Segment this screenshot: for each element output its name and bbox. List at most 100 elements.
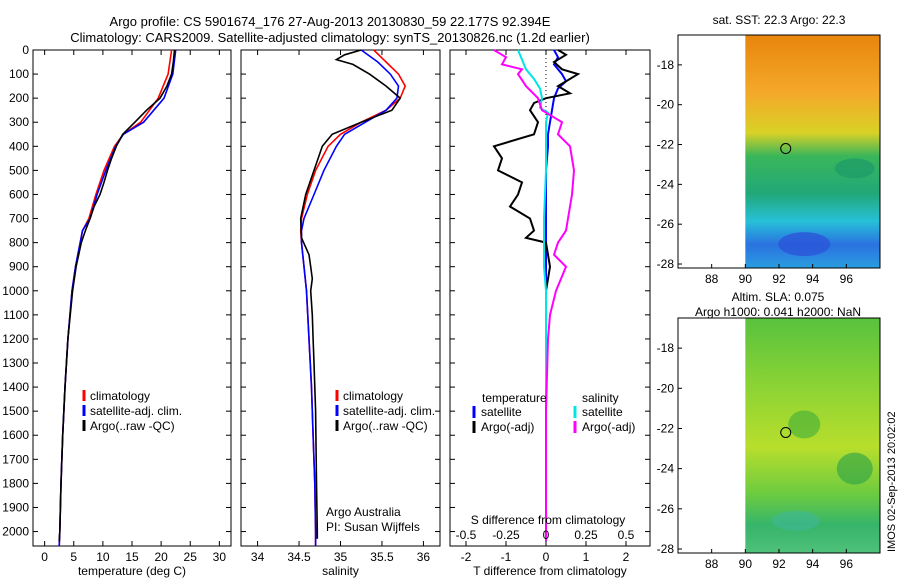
sst-map-xtick-label: 96 [840, 272, 854, 286]
sst-map-ytick-label: -18 [657, 58, 675, 72]
sst-map-argo-position-marker [780, 143, 792, 155]
difference-xtick-label: 1 [583, 550, 590, 564]
title-line-2: Climatology: CARS2009. Satellite-adjuste… [70, 30, 590, 45]
sla-map-argo-position-marker [780, 426, 792, 438]
s-difference-tick-label: 0.25 [574, 528, 598, 542]
salinity-legend-label: climatology [343, 389, 403, 403]
sla-map-xtick-label: 88 [705, 557, 719, 571]
temperature-xtick-label: 25 [184, 550, 198, 564]
sst-map-xtick-label: 94 [806, 272, 820, 286]
temperature-legend-label: satellite [481, 405, 522, 419]
s-difference-tick-label: 0 [543, 528, 550, 542]
sst-cold-patch [778, 232, 831, 257]
salinity-xtick-label: 34.5 [287, 550, 311, 564]
title-line-1: Argo profile: CS 5901674_176 27-Aug-2013… [109, 14, 551, 29]
difference-xtick-label: 0 [543, 550, 550, 564]
depth-tick-label: 1900 [2, 500, 29, 514]
depth-tick-label: 1800 [2, 476, 29, 490]
depth-tick-label: 600 [9, 187, 29, 201]
salinity-xtick-label: 36 [417, 550, 431, 564]
depth-tick-label: 900 [9, 260, 29, 274]
sla-map-title-2: Argo h1000: 0.041 h2000: NaN [695, 305, 861, 319]
temperature-xtick-label: 0 [41, 550, 48, 564]
temperature-xtick-label: 30 [213, 550, 227, 564]
sst-map-field [745, 35, 880, 268]
sla-map-ytick-label: -26 [657, 502, 675, 516]
credit-stamp: IMOS 02-Sep-2013 20:02:02 [886, 411, 898, 552]
salinity-axes-frame [240, 49, 441, 547]
salinity-xlabel: salinity [322, 564, 359, 578]
sla-map-xtick-label: 90 [739, 557, 753, 571]
sst-map-ytick-label: -26 [657, 217, 675, 231]
depth-tick-label: 100 [9, 67, 29, 81]
salinity-legend-label: satellite-adj. clim. [343, 404, 435, 418]
temperature-legend-label: climatology [90, 389, 150, 403]
temperature-axes-frame [32, 49, 232, 547]
depth-tick-label: 1500 [2, 404, 29, 418]
temperature-legend-label: satellite-adj. clim. [90, 404, 182, 418]
salinity-xtick-label: 35 [334, 550, 348, 564]
sst-map-title: sat. SST: 22.3 Argo: 22.3 [713, 13, 846, 27]
depth-tick-label: 300 [9, 115, 29, 129]
temperature-series-line [58, 49, 176, 542]
sla-eddy-patch [788, 410, 821, 439]
difference-xtick-label: -2 [461, 550, 472, 564]
temperature-xtick-label: 5 [70, 550, 77, 564]
difference-xtick-label: -1 [501, 550, 512, 564]
s-difference-tick-label: -0.5 [456, 528, 477, 542]
salinity-legend-label: Argo(..raw -QC) [343, 419, 428, 433]
salinity-difference-label: S difference from climatology [471, 513, 626, 527]
difference-axes-frame [449, 49, 651, 547]
salinity-xtick-label: 34 [251, 550, 265, 564]
s-difference-tick-label: -0.25 [492, 528, 520, 542]
sla-map-ytick-label: -18 [657, 341, 675, 355]
depth-tick-label: 1600 [2, 428, 29, 442]
sla-map-xtick-label: 94 [806, 557, 820, 571]
temperature-legend-title: temperature [482, 391, 547, 405]
depth-tick-label: 200 [9, 91, 29, 105]
depth-tick-label: 0 [22, 43, 29, 57]
salinity-xtick-label: 35.5 [370, 550, 394, 564]
difference-series-line [493, 49, 576, 542]
depth-tick-label: 700 [9, 212, 29, 226]
sla-map-title-1: Altim. SLA: 0.075 [732, 290, 825, 304]
sst-map-xtick-label: 92 [772, 272, 786, 286]
sla-low-patch [836, 452, 873, 485]
depth-tick-label: 1400 [2, 380, 29, 394]
salinity-legend-label: Argo(-adj) [582, 420, 635, 434]
salinity-series-line [300, 49, 400, 546]
salinity-legend-title: salinity [582, 391, 619, 405]
sst-map-ytick-label: -24 [657, 177, 675, 191]
salinity-legend-label: satellite [582, 405, 623, 419]
s-difference-tick-label: 0.5 [618, 528, 635, 542]
difference-xlabel: T difference from climatology [473, 564, 627, 578]
sla-south-patch [771, 510, 820, 531]
sst-front-patch [834, 158, 875, 179]
pi-name-note: PI: Susan Wijffels [326, 520, 420, 534]
sst-map-ytick-label: -28 [657, 257, 675, 271]
depth-tick-label: 2000 [2, 525, 29, 539]
temperature-xtick-label: 10 [96, 550, 110, 564]
sla-map-ytick-label: -28 [657, 542, 675, 556]
sla-map-ytick-label: -22 [657, 421, 675, 435]
argo-australia-note: Argo Australia [326, 505, 401, 519]
sst-map-ytick-label: -22 [657, 138, 675, 152]
sla-map-ytick-label: -24 [657, 462, 675, 476]
depth-tick-label: 400 [9, 139, 29, 153]
sst-map-ytick-label: -20 [657, 98, 675, 112]
temperature-xtick-label: 20 [154, 550, 168, 564]
sst-map-xtick-label: 88 [705, 272, 719, 286]
depth-tick-label: 1100 [3, 308, 29, 322]
depth-tick-label: 1000 [2, 284, 29, 298]
depth-tick-label: 1200 [2, 332, 29, 346]
temperature-xlabel: temperature (deg C) [78, 564, 186, 578]
sst-map-xtick-label: 90 [739, 272, 753, 286]
depth-tick-label: 1300 [2, 356, 29, 370]
depth-tick-label: 500 [9, 163, 29, 177]
temperature-xtick-label: 15 [125, 550, 139, 564]
sla-map-ytick-label: -20 [657, 381, 675, 395]
sla-map-xtick-label: 96 [840, 557, 854, 571]
salinity-series-line [299, 49, 402, 539]
depth-tick-label: 1700 [2, 452, 29, 466]
